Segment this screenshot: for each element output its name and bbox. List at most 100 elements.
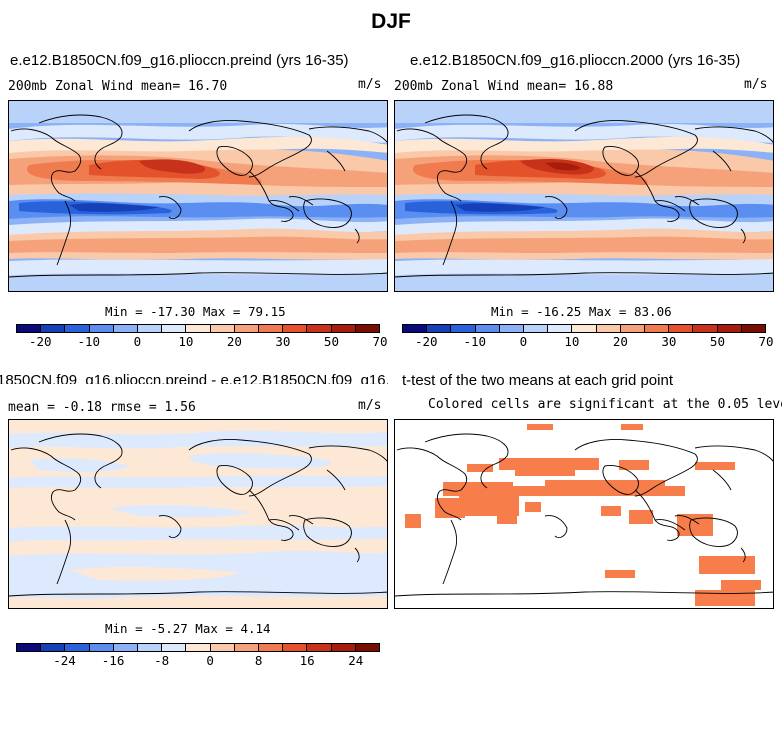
wind2-tick-label: 30 [661,334,677,349]
wind1-swatch-14 [355,325,380,332]
wind2-tick-label: 50 [709,334,725,349]
panel2-colorbar: -20 -10 0 10 20 30 50 70 [402,324,774,349]
diff-tick-label: 24 [348,653,364,668]
panel3-colorbar: -24 -16 -8 0 8 16 24 [16,643,380,668]
wind1-swatch-9 [234,325,260,332]
wind1-swatch-5 [138,325,163,332]
panel4-title: t-test of the two means at each grid poi… [402,372,673,389]
wind1-swatch-0 [17,325,42,332]
wind1-tick-label: 20 [226,334,242,349]
wind1-swatch-2 [65,325,90,332]
diff-swatch-12 [307,644,332,651]
wind1-tick-label: 70 [372,334,388,349]
panel1-map [8,100,388,292]
wind1-tick-label: 10 [178,334,194,349]
panel3-title: e.e12.B1850CN.f09_g16.plioccn.preind - e… [0,372,388,384]
wind1-swatch-10 [259,325,284,332]
panel3-map [8,419,388,609]
diff-swatch-10 [259,644,284,651]
diff-swatch-4 [113,644,139,651]
wind1-tick-label: 50 [323,334,339,349]
diff-swatch-8 [210,644,235,651]
wind2-swatch-1 [427,325,452,332]
panel1-title: e.e12.B1850CN.f09_g16.plioccn.preind (yr… [10,52,349,69]
diff-tick-label: -8 [154,653,170,668]
diff-tick-label: 16 [299,653,315,668]
wind2-swatch-7 [572,325,597,332]
panel2-wind-plot [395,101,773,291]
wind2-swatch-8 [596,325,621,332]
wind2-swatch-3 [475,325,500,332]
wind-colorbar-2 [402,324,766,333]
panel3-title-clip: e.e12.B1850CN.f09_g16.plioccn.preind - e… [0,364,388,384]
wind2-tick-label: -20 [414,334,438,349]
wind1-swatch-11 [283,325,308,332]
wind1-tick-label: 30 [275,334,291,349]
wind1-tick-label: -10 [77,334,101,349]
panel3-minmax: Min = -5.27 Max = 4.14 [105,621,271,636]
wind2-tick-label: -10 [463,334,487,349]
wind1-swatch-1 [41,325,66,332]
wind1-tick-label: 0 [133,334,142,349]
wind-colorbar-1 [16,324,380,333]
wind2-swatch-0 [403,325,428,332]
panel2-minmax: Min = -16.25 Max = 83.06 [491,304,672,319]
panel1-colorbar: -20 -10 0 10 20 30 50 70 [16,324,388,349]
wind2-swatch-2 [451,325,476,332]
panel2-units: m/s [744,77,768,92]
diff-colorbar-ticks: -24 -16 -8 0 8 16 24 [16,652,380,668]
diff-swatch-14 [355,644,380,651]
diff-swatch-6 [162,644,187,651]
wind1-swatch-7 [186,325,211,332]
wind2-swatch-4 [499,325,525,332]
wind2-tick-label: 20 [612,334,628,349]
diff-swatch-2 [65,644,90,651]
diff-colorbar [16,643,380,652]
panel1-subtitle: 200mb Zonal Wind mean= 16.70 [8,79,228,94]
diff-swatch-3 [89,644,114,651]
diff-swatch-7 [186,644,211,651]
diff-tick-label: 8 [254,653,263,668]
diff-swatch-13 [331,644,356,651]
season-title: DJF [371,10,411,33]
wind2-tick-label: 70 [758,334,774,349]
wind-colorbar-1-ticks: -20 -10 0 10 20 30 50 70 [16,333,388,349]
wind2-tick-label: 0 [519,334,528,349]
diff-tick-label: 0 [206,653,214,668]
panel4-subtitle: Colored cells are significant at the 0.0… [428,397,782,412]
diff-swatch-1 [41,644,66,651]
diff-swatch-5 [138,644,163,651]
wind1-swatch-13 [331,325,356,332]
diff-swatch-11 [283,644,308,651]
wind2-swatch-14 [741,325,766,332]
wind1-swatch-4 [113,325,139,332]
panel3-units: m/s [358,398,382,413]
wind1-swatch-3 [89,325,114,332]
wind1-swatch-12 [307,325,332,332]
panel1-wind-plot [9,101,387,291]
panel1-minmax: Min = -17.30 Max = 79.15 [105,304,286,319]
panel2-title: e.e12.B1850CN.f09_g16.plioccn.2000 (yrs … [410,52,741,69]
diff-swatch-0 [17,644,42,651]
panel2-map [394,100,774,292]
wind2-swatch-5 [524,325,549,332]
wind2-swatch-6 [548,325,573,332]
panel3-subtitle: mean = -0.18 rmse = 1.56 [8,400,196,415]
diff-swatch-9 [234,644,260,651]
panel1-units: m/s [358,77,382,92]
diff-tick-label: -24 [53,653,76,668]
wind1-swatch-8 [210,325,235,332]
wind1-swatch-6 [162,325,187,332]
wind2-swatch-13 [717,325,742,332]
diff-tick-label: -16 [101,653,125,668]
panel3-difference-plot [9,420,387,608]
wind-colorbar-2-ticks: -20 -10 0 10 20 30 50 70 [402,333,774,349]
wind2-tick-label: 10 [564,334,580,349]
wind2-swatch-9 [620,325,646,332]
wind2-swatch-11 [669,325,694,332]
wind2-swatch-12 [693,325,718,332]
panel2-subtitle: 200mb Zonal Wind mean= 16.88 [394,79,614,94]
panel4-significance-plot [395,420,773,608]
wind2-swatch-10 [645,325,670,332]
panel4-map [394,419,774,609]
